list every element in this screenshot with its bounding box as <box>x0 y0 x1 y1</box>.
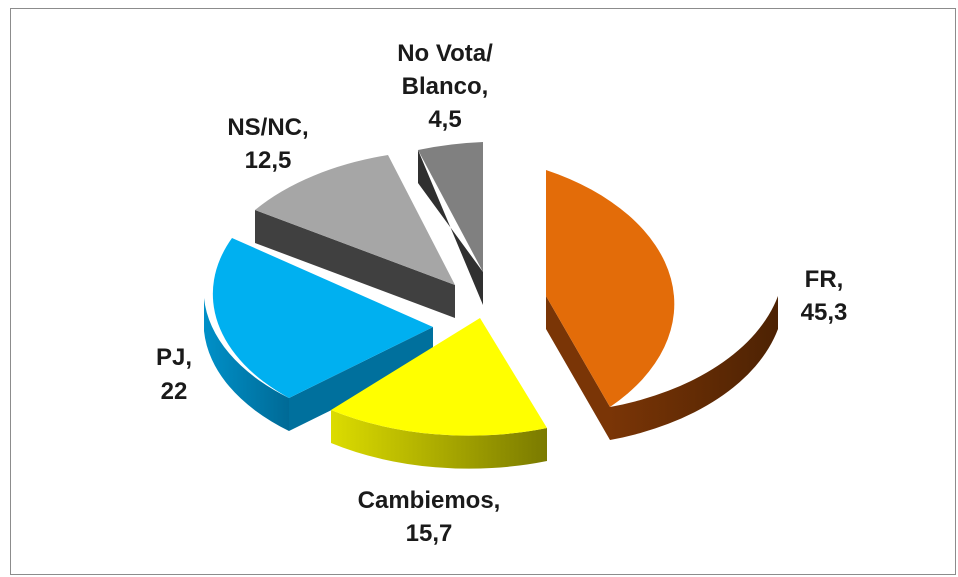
label-ns-nc-value: 12,5 <box>245 147 292 174</box>
label-no-vota-name-2: Blanco, <box>402 73 489 100</box>
slice-side-cambiemos <box>331 410 547 469</box>
label-cambiemos: Cambiemos, 15,7 <box>358 487 501 547</box>
slice-top-pj <box>212 238 433 398</box>
pie-slice-pj <box>204 238 433 431</box>
slice-top-ns-nc <box>255 155 455 285</box>
label-cambiemos-name: Cambiemos, <box>358 487 501 514</box>
label-ns-nc-name: NS/NC, <box>227 114 308 141</box>
label-fr-value: 45,3 <box>801 299 848 326</box>
pie-slice-cambiemos <box>331 318 547 469</box>
label-no-vota-name-1: No Vota/ <box>397 40 493 67</box>
slice-side-ns-nc <box>255 210 455 318</box>
slice-side-no-vota-blanco <box>418 150 483 305</box>
pie-slice-no-vota-blanco <box>418 142 483 305</box>
slice-top-no-vota-blanco <box>418 142 483 272</box>
label-ns-nc: NS/NC, 12,5 <box>227 114 308 174</box>
label-fr: FR, 45,3 <box>801 266 848 326</box>
pie-slice-fr <box>546 170 778 440</box>
slice-top-fr <box>546 170 675 407</box>
label-no-vota-blanco: No Vota/ Blanco, 4,5 <box>397 40 493 133</box>
label-pj: PJ, 22 <box>156 344 192 405</box>
slice-top-cambiemos <box>331 318 547 436</box>
slice-side-fr <box>610 296 778 440</box>
slice-side-pj-inner <box>289 327 433 431</box>
label-no-vota-value: 4,5 <box>428 106 461 133</box>
pie-slice-ns-nc <box>255 155 455 318</box>
label-pj-name: PJ, <box>156 344 192 371</box>
label-fr-name: FR, <box>805 266 844 293</box>
slice-side-fr-edge <box>546 296 610 440</box>
label-cambiemos-value: 15,7 <box>406 520 453 547</box>
label-pj-value: 22 <box>161 378 188 405</box>
slice-side-pj <box>204 298 289 431</box>
